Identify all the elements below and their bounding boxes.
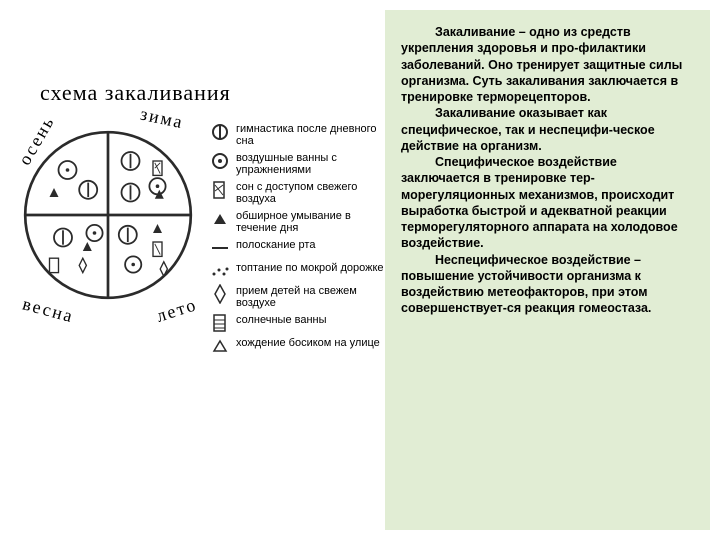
legend-label: обширное умывание в течение дня — [230, 210, 385, 234]
diagram-panel: схема закаливания зима лето весна осень — [0, 0, 380, 540]
legend: гимнастика после дневного сна воздушные … — [210, 123, 385, 360]
text-panel: Закаливание – одно из средств укрепления… — [385, 10, 710, 530]
legend-item: обширное умывание в течение дня — [210, 210, 385, 234]
legend-item: полоскание рта — [210, 239, 385, 257]
paragraph: Неспецифическое воздействие – повышение … — [401, 252, 698, 317]
legend-item: хождение босиком на улице — [210, 337, 385, 355]
triangle-icon — [210, 210, 230, 228]
legend-label: топтание по мокрой дорожке — [230, 262, 385, 275]
legend-item: солнечные ванны — [210, 314, 385, 332]
legend-label: сон с доступом свежего воздуха — [230, 181, 385, 205]
scheme-title: схема закаливания — [40, 80, 231, 106]
legend-item: гимнастика после дневного сна — [210, 123, 385, 147]
line-icon — [210, 239, 230, 257]
diamond-icon — [210, 285, 230, 303]
legend-label: полоскание рта — [230, 239, 385, 252]
legend-item: сон с доступом свежего воздуха — [210, 181, 385, 205]
paragraph: Закаливание оказывает как специфическое,… — [401, 105, 698, 154]
paragraph: Закаливание – одно из средств укрепления… — [401, 24, 698, 105]
dots-icon — [210, 262, 230, 280]
legend-label: воздушные ванны с упражнениями — [230, 152, 385, 176]
outline-triangle-icon — [210, 337, 230, 355]
season-wheel — [18, 125, 198, 305]
circle-dot-icon — [210, 152, 230, 170]
hatch-icon — [210, 181, 230, 199]
legend-label: гимнастика после дневного сна — [230, 123, 385, 147]
legend-label: прием детей на свежем воздухе — [230, 285, 385, 309]
legend-item: воздушные ванны с упражнениями — [210, 152, 385, 176]
stripes-icon — [210, 314, 230, 332]
circle-bar-icon — [210, 123, 230, 141]
legend-item: топтание по мокрой дорожке — [210, 262, 385, 280]
legend-label: солнечные ванны — [230, 314, 385, 327]
paragraph: Специфическое воздействие заключается в … — [401, 154, 698, 252]
legend-item: прием детей на свежем воздухе — [210, 285, 385, 309]
legend-label: хождение босиком на улице — [230, 337, 385, 350]
